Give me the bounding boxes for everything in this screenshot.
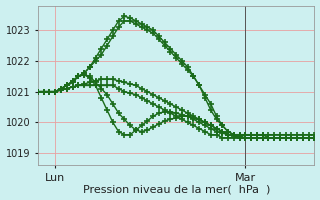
X-axis label: Pression niveau de la mer(  hPa  ): Pression niveau de la mer( hPa ) xyxy=(83,184,270,194)
